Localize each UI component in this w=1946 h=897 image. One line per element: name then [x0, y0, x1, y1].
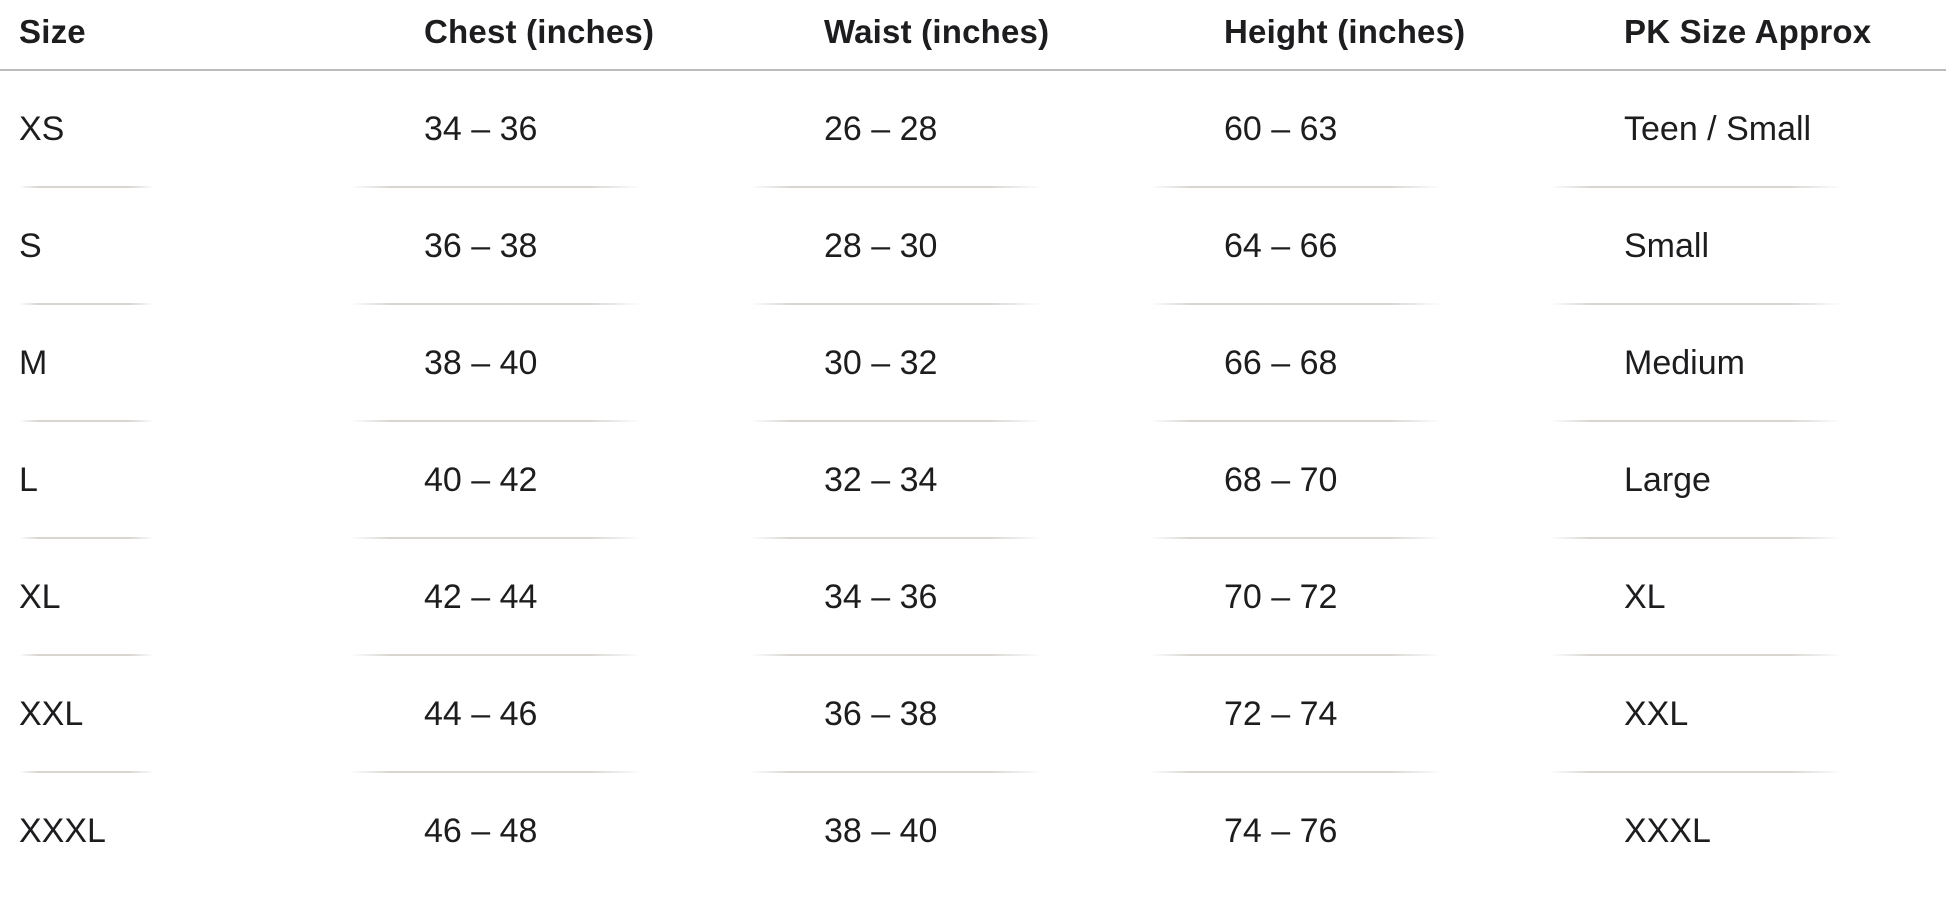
- cell-height: 74 – 76: [1224, 812, 1338, 850]
- cell-waist: 32 – 34: [750, 422, 1150, 539]
- table-row: XXL 44 – 46 36 – 38 72 – 74 XXL: [0, 656, 1946, 773]
- cell-height: 70 – 72: [1150, 539, 1550, 656]
- cell-pk: XXXL: [1624, 812, 1711, 850]
- cell-size: XS: [0, 71, 350, 188]
- cell-height: 68 – 70: [1150, 422, 1550, 539]
- cell-pk: Small: [1550, 188, 1946, 305]
- table-body: XS 34 – 36 26 – 28 60 – 63 Teen / Small S 36 –…: [0, 71, 1946, 890]
- cell-size: S: [0, 188, 350, 305]
- column-header-chest: Chest (inches): [424, 12, 655, 50]
- table-row: XXXL 46 – 48 38 – 40 74 – 76 XXXL: [0, 773, 1946, 890]
- table-row: M 38 – 40 30 – 32 66 – 68 Medium: [0, 305, 1946, 422]
- cell-chest: 34 – 36: [350, 71, 750, 188]
- cell-chest: 46 – 48: [424, 812, 538, 850]
- cell-chest: 44 – 46: [350, 656, 750, 773]
- cell-size: XXL: [0, 656, 350, 773]
- cell-pk: Teen / Small: [1550, 71, 1946, 188]
- cell-height: 64 – 66: [1150, 188, 1550, 305]
- cell-waist: 36 – 38: [750, 656, 1150, 773]
- column-header-height: Height (inches): [1224, 12, 1466, 50]
- cell-chest: 42 – 44: [350, 539, 750, 656]
- cell-size: L: [0, 422, 350, 539]
- cell-height: 72 – 74: [1150, 656, 1550, 773]
- cell-size: XXXL: [19, 812, 106, 850]
- table-header-row: Size Chest (inches) Waist (inches) Heigh…: [0, 0, 1946, 71]
- cell-chest: 38 – 40: [350, 305, 750, 422]
- cell-waist: 26 – 28: [750, 71, 1150, 188]
- cell-pk: XL: [1550, 539, 1946, 656]
- cell-pk: XXL: [1550, 656, 1946, 773]
- column-header-waist: Waist (inches): [824, 12, 1050, 50]
- cell-chest: 40 – 42: [350, 422, 750, 539]
- table-row: L 40 – 42 32 – 34 68 – 70 Large: [0, 422, 1946, 539]
- cell-waist: 30 – 32: [750, 305, 1150, 422]
- table-row: XL 42 – 44 34 – 36 70 – 72 XL: [0, 539, 1946, 656]
- column-header-pk-size-approx: PK Size Approx: [1624, 12, 1872, 50]
- cell-pk: Large: [1550, 422, 1946, 539]
- column-header-size: Size: [19, 12, 86, 50]
- cell-waist: 28 – 30: [750, 188, 1150, 305]
- cell-waist: 38 – 40: [824, 812, 938, 850]
- cell-height: 66 – 68: [1150, 305, 1550, 422]
- cell-height: 60 – 63: [1150, 71, 1550, 188]
- cell-size: M: [0, 305, 350, 422]
- cell-chest: 36 – 38: [350, 188, 750, 305]
- table-row: S 36 – 38 28 – 30 64 – 66 Small: [0, 188, 1946, 305]
- table-row: XS 34 – 36 26 – 28 60 – 63 Teen / Small: [0, 71, 1946, 188]
- cell-pk: Medium: [1550, 305, 1946, 422]
- cell-waist: 34 – 36: [750, 539, 1150, 656]
- cell-size: XL: [0, 539, 350, 656]
